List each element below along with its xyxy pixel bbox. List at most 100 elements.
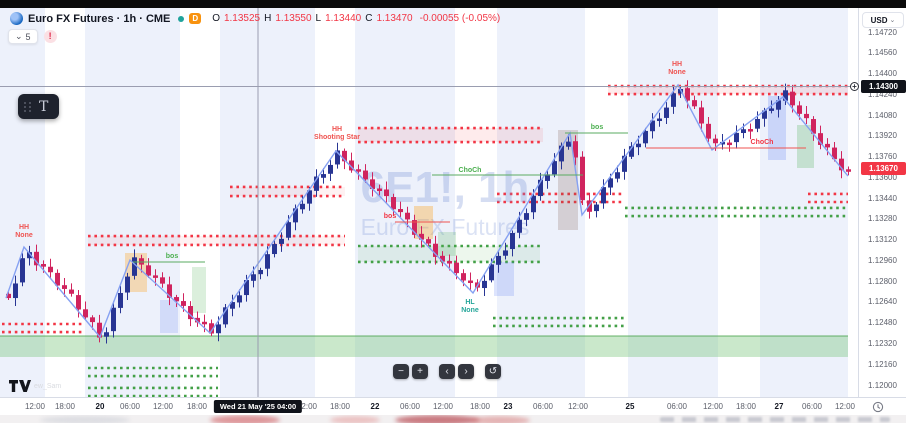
price-tick: 1.12800 [868, 276, 897, 286]
time-tick: 12:00 [432, 402, 454, 411]
layout-version-button[interactable]: ⌄ 5 [8, 29, 38, 44]
price-tick: 1.14080 [868, 110, 897, 120]
annotation-label: HH Shooting Star [314, 126, 360, 141]
interval-badge[interactable]: D [189, 13, 202, 24]
zoom-in-button[interactable]: + [412, 364, 428, 379]
time-tick: 06:00 [666, 402, 688, 411]
low-label: L [315, 13, 322, 24]
symbol-title[interactable]: Euro FX Futures · 1h · CME [28, 12, 171, 25]
zone-fill [608, 85, 848, 95]
chevron-down-icon: ⌄ [889, 17, 896, 24]
scroll-left-button[interactable]: ‹ [439, 364, 455, 379]
time-tick: 22 [370, 402, 380, 411]
support-zone [0, 335, 848, 357]
time-axis[interactable]: Wed 21 May '25 04:00 12:00 18:00 20 06:00 12… [0, 397, 906, 415]
crosshair-price-badge: + 1.14300 [850, 80, 906, 93]
watermark-name: Euro FX Futures [361, 214, 530, 240]
price-tick: 1.14720 [868, 27, 897, 37]
time-tick: 18:00 [469, 402, 491, 411]
time-tick: 18:00 [735, 402, 757, 411]
annotation-label: HL None [461, 299, 479, 314]
tradingview-logo[interactable]: ew_Sam [9, 380, 61, 392]
window-top-bar [0, 0, 906, 8]
timezone-clock-icon[interactable] [872, 401, 884, 413]
annotation-label: bos [591, 124, 604, 131]
price-tick: 1.12640 [868, 297, 897, 307]
ohlc-values: O 1.13525 H 1.13550 L 1.13440 C 1.13470 [212, 13, 412, 24]
open-value: 1.13525 [223, 13, 261, 24]
price-tick: 1.13600 [868, 172, 897, 182]
currency-button[interactable]: USD ⌄ [862, 12, 904, 28]
zoom-out-button[interactable]: − [393, 364, 409, 379]
time-tick: 18:00 [54, 402, 76, 411]
time-tick: 06:00 [532, 402, 554, 411]
price-axis[interactable]: USD ⌄ + 1.14300 1.13670 1.14720 1.14560 1.… [850, 8, 906, 397]
layout-version-label: 5 [25, 31, 31, 42]
market-status-icon[interactable] [178, 15, 185, 22]
time-tick: 06:00 [119, 402, 141, 411]
chevron-down-icon: ⌄ [15, 31, 23, 41]
session-band [760, 8, 848, 397]
time-tick: 12:00 [834, 402, 856, 411]
time-tick: 12:00 [24, 402, 46, 411]
crosshair-time-badge: Wed 21 May '25 04:00 [213, 400, 303, 413]
drag-handle-icon[interactable] [24, 101, 32, 112]
order-block-box [192, 267, 206, 313]
time-tick: 20 [95, 402, 105, 411]
price-tick: 1.12160 [868, 359, 897, 369]
zigzag-line [5, 83, 849, 339]
time-tick: 23 [503, 402, 513, 411]
annotation-label: bos [166, 253, 179, 260]
price-tick: 1.14560 [868, 48, 897, 58]
watermark-symbol: 6E1!, 1h [361, 163, 530, 212]
high-value: 1.13550 [275, 13, 312, 24]
legend-second-row: ⌄ 5 ! [8, 29, 57, 44]
price-tick: 1.13920 [868, 131, 897, 141]
price-tick: 1.12480 [868, 318, 897, 328]
last-price-badge: 1.13670 [861, 161, 906, 175]
price-tick: 1.13120 [868, 235, 897, 245]
price-tick: 1.12320 [868, 338, 897, 348]
low-value: 1.13440 [325, 13, 362, 24]
currency-label: USD [870, 15, 888, 25]
open-label: O [212, 13, 220, 24]
logo-username: ew_Sam [34, 382, 62, 390]
annotation-label: HH None [668, 61, 686, 76]
background-page-strip [0, 415, 906, 423]
alert-warning-badge[interactable]: ! [43, 30, 57, 43]
reset-chart-button[interactable]: ↺ [485, 364, 501, 379]
price-tick: 1.12000 [868, 380, 897, 390]
tradingview-logo-icon [9, 380, 31, 392]
price-tick: 1.13440 [868, 193, 897, 203]
order-block-box [160, 300, 178, 333]
price-tick: 1.14400 [868, 69, 897, 79]
text-tool-button[interactable]: T [18, 94, 59, 119]
high-label: H [264, 13, 272, 24]
close-value: 1.13470 [376, 13, 413, 24]
time-tick: 27 [774, 402, 784, 411]
order-block-box [768, 96, 786, 160]
time-tick: 12:00 [296, 402, 318, 411]
session-band [220, 8, 315, 397]
order-block-box [797, 125, 814, 168]
price-tick: 1.13760 [868, 152, 897, 162]
price-tick: 1.12960 [868, 255, 897, 265]
scroll-right-button[interactable]: › [458, 364, 474, 379]
annotation-label: ChoCh [751, 139, 774, 146]
close-label: C [365, 13, 373, 24]
time-tick: 06:00 [801, 402, 823, 411]
time-tick: 06:00 [399, 402, 421, 411]
add-alert-plus-icon[interactable]: + [850, 81, 859, 91]
annotation-label: bos [384, 213, 397, 220]
price-tick: 1.14240 [868, 89, 897, 99]
annotation-label: ChoCh [459, 167, 482, 174]
chart-nav-controls: − + ‹ › ↺ [393, 364, 504, 379]
session-band [355, 8, 455, 397]
zone-fill [88, 236, 345, 245]
annotation-label: HH None [15, 224, 33, 239]
time-tick: 18:00 [186, 402, 208, 411]
order-block-box [414, 206, 433, 239]
